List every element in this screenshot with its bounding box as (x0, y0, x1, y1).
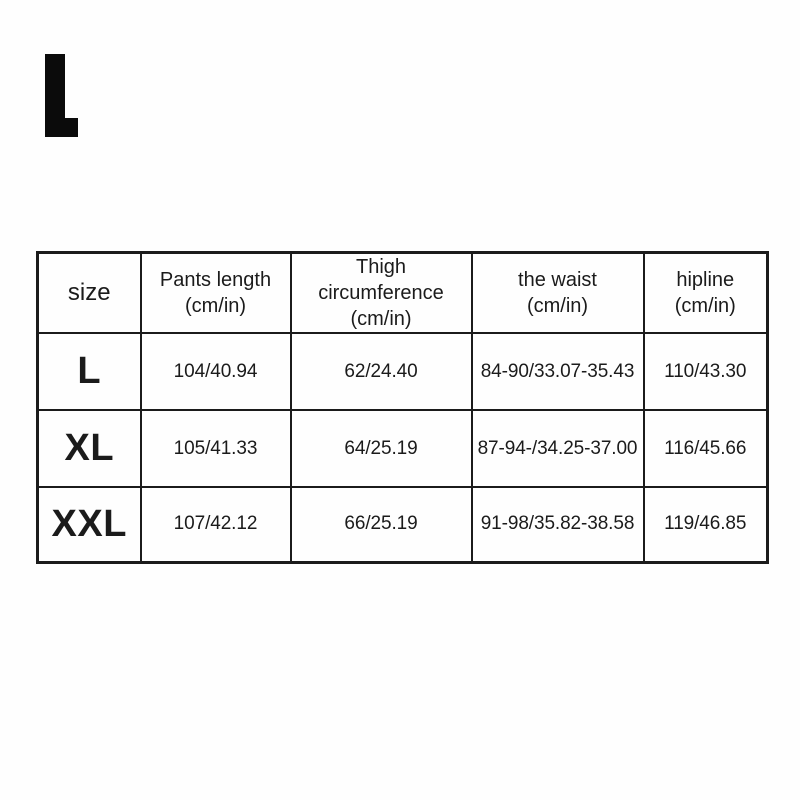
column-header-label: hipline (676, 269, 735, 291)
cell-hipline: 116/45.66 (642, 409, 769, 488)
cell-thigh-circumference: 62/24.40 (289, 332, 473, 411)
table-row-l: L 104/40.94 62/24.40 84-90/33.07-35.43 1… (36, 332, 769, 411)
column-header-unit: (cm/in) (184, 295, 247, 317)
cell-hipline: 119/46.85 (642, 486, 769, 563)
column-header-label: size (67, 279, 111, 306)
cell-size: XXL (36, 486, 142, 563)
cell-waist: 84-90/33.07-35.43 (470, 332, 645, 411)
column-header-pants-length: Pants length (cm/in) (139, 251, 292, 334)
cell-size: L (36, 332, 142, 411)
column-header-label: Thigh circumference (318, 256, 444, 304)
table-row-xl: XL 105/41.33 64/25.19 87-94-/34.25-37.00… (36, 409, 769, 488)
table-row-xxl: XXL 107/42.12 66/25.19 91-98/35.82-38.58… (36, 486, 769, 563)
cell-thigh-circumference: 64/25.19 (289, 409, 473, 488)
column-header-unit: (cm/in) (674, 295, 736, 317)
column-header-waist: the waist (cm/in) (470, 251, 645, 334)
letter-l-shape (45, 54, 78, 137)
column-header-thigh-circumference: Thigh circumference (cm/in) (289, 251, 473, 334)
size-chart-table: size Pants length (cm/in) Thigh circumfe… (36, 251, 769, 564)
cell-pants-length: 107/42.12 (139, 486, 292, 563)
column-header-size: size (36, 251, 142, 334)
column-header-unit: (cm/in) (526, 295, 589, 317)
cell-size: XL (36, 409, 142, 488)
column-header-unit: (cm/in) (350, 308, 412, 330)
cell-pants-length: 105/41.33 (139, 409, 292, 488)
column-header-hipline: hipline (cm/in) (642, 251, 769, 334)
cell-waist: 91-98/35.82-38.58 (470, 486, 645, 563)
column-header-label: the waist (518, 269, 597, 291)
cell-thigh-circumference: 66/25.19 (289, 486, 473, 563)
column-header-label: Pants length (159, 269, 272, 291)
cell-pants-length: 104/40.94 (139, 332, 292, 411)
brand-letter-l-logo (45, 54, 78, 137)
cell-waist: 87-94-/34.25-37.00 (470, 409, 645, 488)
cell-hipline: 110/43.30 (642, 332, 769, 411)
header-row: size Pants length (cm/in) Thigh circumfe… (36, 251, 769, 334)
